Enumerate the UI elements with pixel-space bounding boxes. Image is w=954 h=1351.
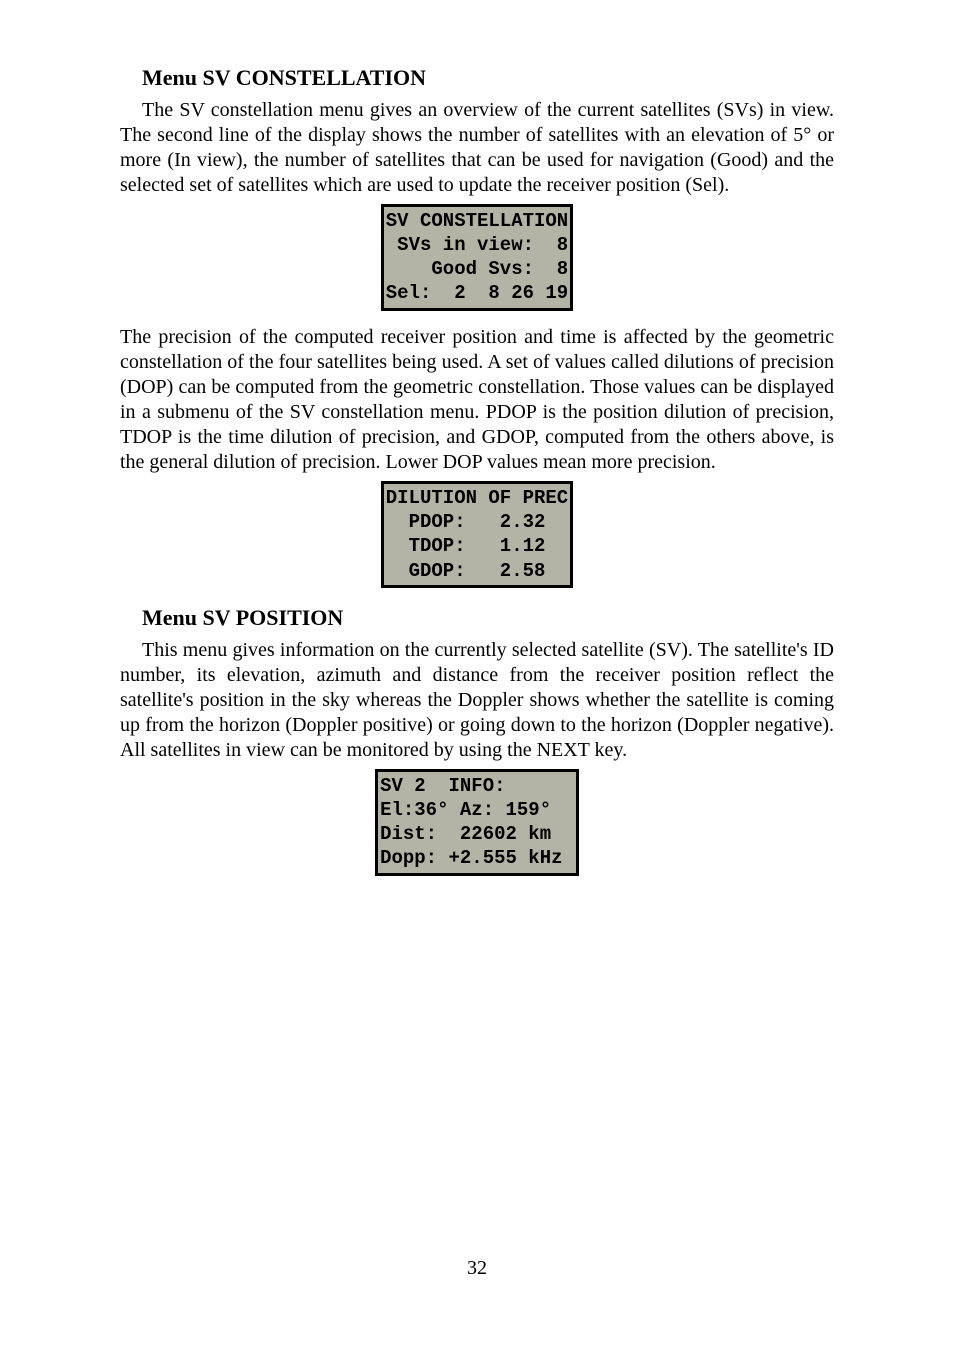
heading-sv-constellation: Menu SV CONSTELLATION: [142, 64, 834, 92]
paragraph-dop-explanation: The precision of the computed receiver p…: [120, 325, 834, 475]
paragraph-position-intro: This menu gives information on the curre…: [120, 638, 834, 763]
lcd-display-constellation-wrap: SV CONSTELLATION SVs in view: 8 Good Svs…: [120, 204, 834, 311]
lcd-display-dop: DILUTION OF PREC PDOP: 2.32 TDOP: 1.12 G…: [381, 481, 573, 588]
paragraph-constellation-intro: The SV constellation menu gives an overv…: [120, 98, 834, 198]
heading-sv-position: Menu SV POSITION: [142, 604, 834, 632]
page-number: 32: [120, 1256, 834, 1281]
lcd-display-svinfo: SV 2 INFO: El:36° Az: 159° Dist: 22602 k…: [375, 769, 579, 876]
lcd-display-constellation: SV CONSTELLATION SVs in view: 8 Good Svs…: [381, 204, 573, 311]
lcd-display-dop-wrap: DILUTION OF PREC PDOP: 2.32 TDOP: 1.12 G…: [120, 481, 834, 588]
lcd-display-svinfo-wrap: SV 2 INFO: El:36° Az: 159° Dist: 22602 k…: [120, 769, 834, 876]
